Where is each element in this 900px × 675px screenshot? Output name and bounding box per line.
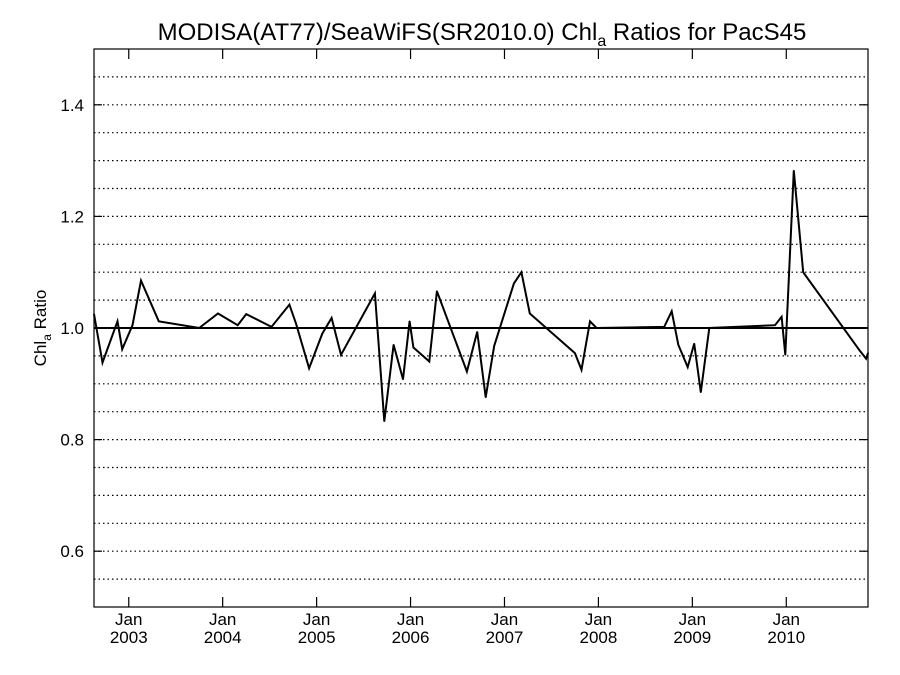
x-tick-year-label: 2005: [298, 628, 336, 647]
data-point: [858, 349, 861, 352]
chart-title: MODISA(AT77)/SeaWiFS(SR2010.0) Chla Rati…: [158, 19, 807, 50]
x-tick-year-label: 2003: [110, 628, 148, 647]
data-point: [574, 352, 576, 354]
data-point: [408, 320, 411, 323]
y-tick-label: 1.0: [60, 319, 84, 338]
x-tick-year-label: 2009: [673, 628, 711, 647]
data-point: [217, 312, 219, 315]
data-point: [484, 396, 487, 398]
data-point: [792, 169, 795, 172]
data-point: [140, 279, 142, 282]
data-point: [383, 420, 386, 422]
x-tick-month-label: Jan: [679, 610, 706, 629]
x-ticks: Jan2003Jan2004Jan2005Jan2006Jan2007Jan20…: [110, 49, 805, 647]
x-tick-year-label: 2008: [580, 628, 618, 647]
x-tick-month-label: Jan: [585, 610, 612, 629]
y-tick-label: 1.4: [60, 96, 84, 115]
data-point: [288, 303, 291, 306]
data-point: [101, 361, 104, 364]
data-point: [784, 353, 787, 356]
data-point: [589, 320, 591, 323]
data-point: [392, 343, 395, 346]
data-point: [340, 353, 342, 356]
data-point: [513, 282, 515, 285]
data-point: [374, 292, 376, 295]
data-point: [493, 345, 495, 347]
data-point: [158, 320, 160, 323]
x-tick-year-label: 2004: [204, 628, 242, 647]
data-point: [708, 327, 711, 329]
data-point: [693, 342, 696, 345]
x-tick-month-label: Jan: [209, 610, 236, 629]
y-tick-label: 1.2: [60, 207, 84, 226]
y-tick-label: 0.6: [60, 542, 84, 561]
x-tick-year-label: 2010: [767, 628, 805, 647]
data-point: [198, 327, 201, 329]
data-point: [670, 310, 673, 313]
data-point: [321, 332, 324, 335]
data-point: [663, 326, 665, 328]
data-point: [236, 324, 239, 327]
x-tick-month-label: Jan: [303, 610, 330, 629]
x-tick-month-label: Jan: [397, 610, 424, 629]
data-point: [774, 324, 776, 327]
data-point: [802, 271, 804, 274]
y-tick-label: 0.8: [60, 431, 84, 450]
data-point: [677, 343, 680, 346]
data-point: [121, 348, 123, 351]
data-points: [93, 169, 869, 422]
x-tick-month-label: Jan: [491, 610, 518, 629]
data-point: [466, 370, 468, 373]
data-point: [780, 316, 783, 318]
data-point: [700, 391, 702, 393]
data-point: [116, 320, 119, 323]
x-tick-year-label: 2006: [392, 628, 430, 647]
data-point: [131, 324, 134, 327]
y-ticks: 0.6 0.8 1.0 1.2 1.4: [60, 96, 868, 561]
data-point: [295, 322, 297, 325]
data-point: [330, 317, 333, 319]
data-point: [412, 346, 415, 349]
data-point: [476, 331, 479, 333]
data-point: [529, 312, 531, 315]
data-point: [402, 378, 404, 381]
data-point: [580, 369, 583, 371]
data-point: [436, 290, 438, 292]
data-point: [245, 313, 247, 315]
data-point: [686, 366, 689, 368]
x-tick-year-label: 2007: [486, 628, 524, 647]
data-point: [520, 271, 523, 274]
data-point: [428, 360, 431, 363]
data-point: [270, 326, 273, 328]
x-tick-month-label: Jan: [773, 610, 800, 629]
y-axis-label: Chla Ratio: [31, 290, 54, 367]
data-point: [865, 357, 867, 360]
data-point: [308, 367, 310, 369]
data-point: [595, 327, 598, 329]
x-tick-month-label: Jan: [115, 610, 142, 629]
series-line: [93, 170, 869, 422]
